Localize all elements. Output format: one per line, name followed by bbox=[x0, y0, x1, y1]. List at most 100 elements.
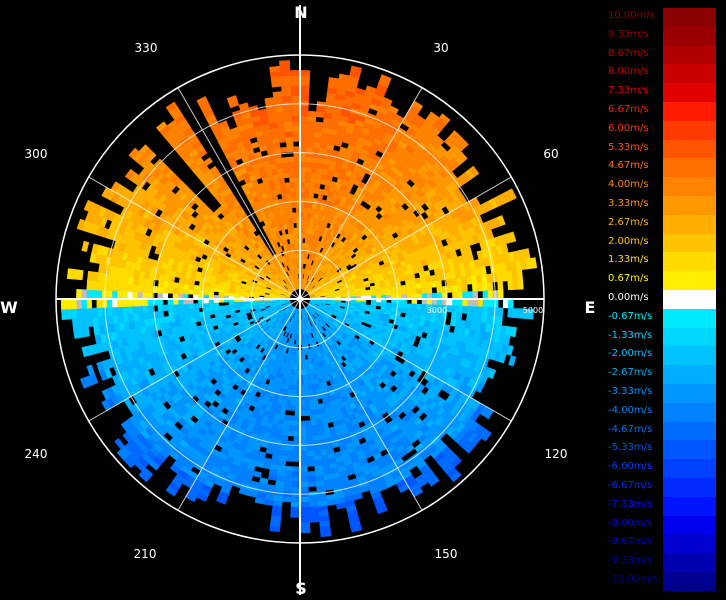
velocity-bin bbox=[299, 507, 310, 513]
velocity-bin bbox=[466, 306, 473, 315]
velocity-bin bbox=[310, 424, 318, 431]
velocity-bin bbox=[497, 289, 504, 300]
velocity-bin bbox=[302, 364, 307, 371]
velocity-bin bbox=[390, 302, 397, 308]
velocity-bin bbox=[512, 279, 519, 290]
velocity-bin bbox=[66, 268, 74, 280]
velocity-bin bbox=[292, 379, 297, 386]
velocity-bin bbox=[228, 301, 235, 306]
velocity-bin bbox=[292, 451, 301, 457]
velocity-bin bbox=[305, 161, 313, 168]
velocity-bin bbox=[299, 456, 308, 462]
velocity-bin bbox=[299, 451, 308, 457]
velocity-bin bbox=[233, 301, 240, 305]
velocity-bin bbox=[508, 355, 517, 367]
velocity-bin bbox=[303, 374, 308, 381]
velocity-bin bbox=[283, 419, 290, 426]
velocity-bin bbox=[137, 291, 143, 300]
velocity-bin bbox=[291, 476, 301, 483]
velocity-bin bbox=[61, 308, 68, 321]
velocity-bin bbox=[487, 281, 494, 292]
velocity-bin bbox=[411, 303, 418, 310]
velocity-bin bbox=[415, 282, 422, 290]
velocity-bin bbox=[132, 284, 139, 293]
velocity-bin bbox=[183, 283, 190, 290]
velocity-bin bbox=[313, 403, 320, 411]
velocity-bin bbox=[132, 305, 139, 314]
velocity-bin bbox=[188, 303, 194, 309]
velocity-bin bbox=[420, 282, 427, 289]
velocity-bin bbox=[302, 369, 307, 376]
velocity-bin bbox=[76, 298, 82, 309]
velocity-bin bbox=[167, 304, 174, 311]
velocity-bin bbox=[106, 306, 113, 317]
velocity-bin bbox=[310, 167, 318, 174]
velocity-bin bbox=[188, 284, 195, 290]
velocity-bin bbox=[299, 512, 310, 518]
velocity-bin bbox=[502, 298, 509, 309]
velocity-bin bbox=[305, 253, 309, 260]
velocity-bin bbox=[116, 306, 123, 316]
velocity-bin bbox=[307, 115, 317, 122]
velocity-bin bbox=[106, 281, 113, 292]
velocity-bin bbox=[313, 460, 323, 467]
velocity-bin bbox=[310, 172, 317, 179]
velocity-bin bbox=[91, 307, 98, 318]
velocity-bin bbox=[423, 270, 431, 278]
velocity-bin bbox=[307, 110, 317, 117]
velocity-bin bbox=[292, 466, 301, 473]
velocity-bin bbox=[469, 165, 480, 177]
velocity-bin bbox=[487, 306, 494, 317]
velocity-bin bbox=[286, 450, 294, 457]
velocity-bin bbox=[291, 389, 297, 396]
velocity-bin bbox=[456, 312, 463, 321]
velocity-bin bbox=[309, 182, 316, 189]
velocity-bin bbox=[281, 429, 289, 436]
velocity-bin bbox=[65, 298, 72, 310]
velocity-bin bbox=[305, 171, 312, 178]
velocity-bin bbox=[406, 303, 412, 309]
velocity-bin bbox=[482, 282, 489, 292]
velocity-bin bbox=[401, 289, 407, 295]
velocity-bin bbox=[436, 286, 443, 294]
velocity-bin bbox=[264, 294, 270, 297]
velocity-bin bbox=[218, 305, 225, 310]
velocity-bin bbox=[96, 307, 103, 317]
velocity-bin bbox=[173, 309, 180, 316]
velocity-bin bbox=[292, 456, 301, 462]
velocity-bin bbox=[157, 304, 164, 312]
velocity-bin bbox=[142, 305, 149, 313]
velocity-bin bbox=[290, 496, 301, 503]
velocity-bin bbox=[279, 444, 288, 452]
velocity-bin bbox=[282, 424, 290, 431]
velocity-bin bbox=[288, 425, 295, 432]
velocity-bin bbox=[311, 429, 319, 436]
velocity-bin bbox=[299, 80, 310, 86]
velocity-bin bbox=[307, 481, 317, 488]
velocity-bin bbox=[279, 449, 287, 457]
velocity-bin bbox=[309, 511, 320, 518]
velocity-bin bbox=[299, 120, 308, 127]
velocity-bin bbox=[306, 460, 315, 467]
velocity-bin bbox=[147, 285, 154, 293]
velocity-bin bbox=[277, 460, 287, 467]
velocity-bin bbox=[284, 331, 289, 338]
velocity-bin bbox=[467, 291, 474, 300]
velocity-bin bbox=[142, 312, 150, 320]
velocity-bin bbox=[410, 308, 417, 315]
velocity-bin bbox=[496, 316, 503, 326]
velocity-bin bbox=[308, 506, 319, 513]
velocity-bin bbox=[477, 282, 484, 292]
velocity-bin bbox=[182, 288, 189, 295]
velocity-bin bbox=[137, 277, 144, 286]
velocity-bin bbox=[116, 282, 123, 292]
velocity-bin bbox=[142, 285, 149, 293]
velocity-bin bbox=[461, 305, 468, 314]
velocity-bin bbox=[132, 276, 139, 286]
velocity-bin bbox=[290, 507, 301, 513]
velocity-bin bbox=[302, 349, 306, 356]
velocity-bin bbox=[482, 298, 489, 308]
velocity-bin bbox=[96, 281, 103, 291]
velocity-bin bbox=[126, 291, 133, 300]
velocity-bin bbox=[312, 444, 321, 452]
